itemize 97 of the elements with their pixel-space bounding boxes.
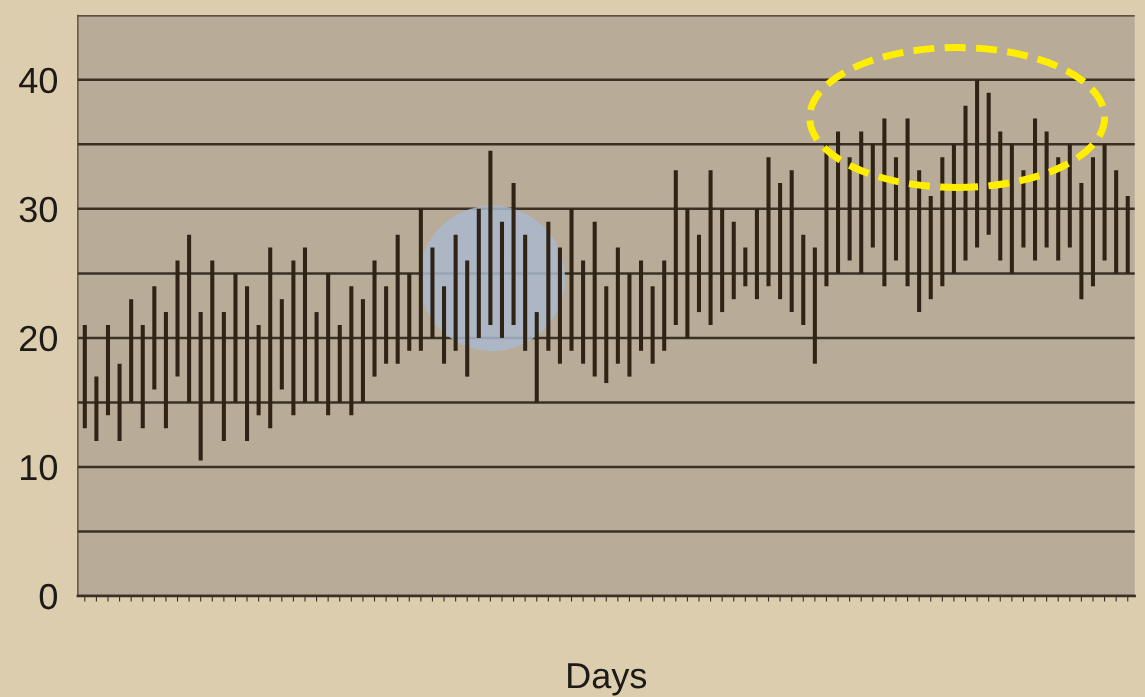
- bar: [163, 312, 168, 429]
- bar: [685, 208, 690, 338]
- y-tick-label: 20: [20, 325, 58, 352]
- bar: [662, 260, 667, 351]
- bar: [198, 312, 203, 461]
- bar: [812, 247, 817, 364]
- y-tick-label: 10: [21, 454, 58, 481]
- bar: [696, 234, 702, 313]
- bar: [951, 144, 956, 274]
- bar: [824, 144, 829, 287]
- bar: [766, 157, 771, 287]
- bar: [117, 363, 122, 442]
- bar: [1056, 157, 1061, 261]
- bar: [384, 286, 389, 364]
- bar: [268, 247, 273, 429]
- bar: [673, 170, 678, 325]
- bar: [557, 247, 562, 364]
- bar: [105, 324, 111, 416]
- bar: [847, 157, 852, 261]
- bar: [302, 247, 308, 403]
- bar: [430, 247, 435, 338]
- bar: [604, 286, 609, 384]
- bar: [639, 260, 644, 351]
- bar: [314, 312, 319, 403]
- bar: [129, 299, 134, 403]
- bar: [1009, 144, 1014, 274]
- bar: [395, 234, 400, 364]
- bar: [337, 324, 342, 403]
- y-tick-label: 40: [19, 67, 58, 94]
- bar: [1033, 118, 1038, 261]
- bar: [870, 144, 875, 248]
- bar: [627, 273, 632, 377]
- bar: [789, 170, 794, 313]
- bar: [998, 131, 1003, 261]
- bar: [1125, 195, 1130, 274]
- bar: [917, 170, 922, 313]
- bar: [499, 221, 505, 338]
- bar: [442, 286, 447, 364]
- bar: [592, 221, 597, 377]
- bar: [476, 208, 481, 338]
- bar: [975, 79, 980, 248]
- bar: [523, 234, 528, 351]
- bar: [1044, 131, 1049, 248]
- x-axis-title: Days: [568, 663, 647, 696]
- bar: [233, 273, 238, 403]
- bar: [1067, 144, 1072, 248]
- bar: [407, 273, 412, 351]
- bar: [465, 260, 470, 377]
- bar: [859, 131, 864, 274]
- bar: [210, 260, 215, 403]
- bar: [221, 312, 226, 442]
- bar: [279, 299, 284, 390]
- bar: [754, 208, 759, 300]
- bar: [291, 260, 296, 416]
- bar: [731, 221, 736, 300]
- bar: [418, 208, 423, 351]
- bar: [1114, 170, 1119, 274]
- bar: [650, 286, 655, 364]
- bar: [140, 324, 145, 429]
- bar: [372, 260, 377, 377]
- bar: [187, 234, 192, 403]
- bar: [569, 208, 574, 351]
- bar: [1079, 183, 1084, 300]
- bar: [326, 273, 331, 416]
- bar: [720, 208, 725, 313]
- bar: [743, 247, 748, 287]
- bar: [940, 157, 945, 287]
- bar: [1102, 144, 1107, 261]
- bar: [778, 183, 783, 300]
- bar: [986, 92, 991, 235]
- bar: [534, 312, 539, 403]
- bar: [882, 118, 887, 287]
- bar: [488, 150, 493, 325]
- bar: [836, 131, 841, 274]
- bar: [1021, 170, 1026, 248]
- y-tick-label: 0: [39, 583, 57, 610]
- bar: [546, 221, 551, 351]
- bar: [453, 234, 458, 351]
- bar: [963, 105, 968, 261]
- bar: [245, 286, 250, 442]
- bar: [893, 157, 899, 261]
- bar: [801, 234, 806, 325]
- bar: [360, 299, 365, 403]
- bar: [615, 247, 620, 364]
- bar: [708, 170, 713, 325]
- bar: [175, 260, 180, 377]
- bar: [152, 286, 157, 390]
- bar: [1090, 157, 1096, 287]
- bar: [256, 324, 261, 416]
- bar: [349, 286, 354, 416]
- y-tick-label: 30: [19, 196, 58, 223]
- bar: [905, 118, 910, 287]
- bar: [928, 195, 933, 300]
- bar: [581, 260, 586, 364]
- bar: [94, 376, 99, 442]
- bar: [82, 324, 87, 429]
- bar: [511, 183, 516, 325]
